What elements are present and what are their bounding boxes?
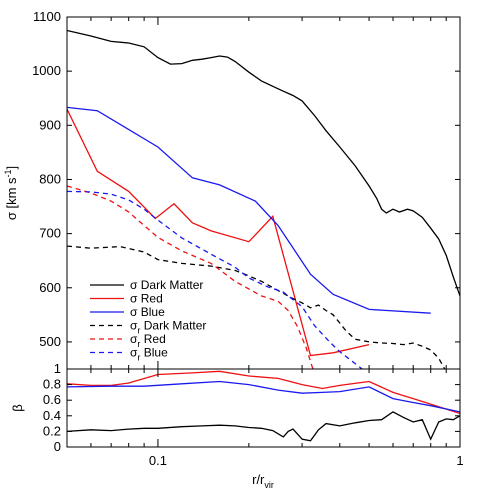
bottom-y-tick-label: 0: [54, 439, 61, 454]
top-y-tick-label: 900: [39, 117, 61, 132]
top-line-dark-matter: [67, 29, 460, 297]
bottom-plot-frame: [66, 368, 461, 448]
top-y-tick-label: 1000: [32, 63, 61, 78]
bottom-panel: 00.20.40.60.81 0.1 1 β r/rvir: [10, 361, 464, 490]
bottom-y-axis-label: β: [10, 404, 25, 411]
top-line-r-red: [67, 185, 314, 369]
bottom-x-ticks: 0.1 1: [66, 369, 464, 468]
bottom-y-tick-label: 0.2: [43, 423, 61, 438]
top-y-axis-label: σ [km s-1]: [3, 166, 19, 220]
x-axis-label-main: r/r: [252, 472, 265, 487]
top-line-r-blue: [67, 190, 364, 369]
bottom-y-tick-label: 0.8: [43, 377, 61, 392]
top-plot-frame: [66, 16, 461, 370]
x-tick-label: 0.1: [149, 453, 167, 468]
top-y-axis-label-sup: -1: [3, 169, 13, 177]
top-y-axis-label-tail: ]: [4, 166, 19, 170]
top-series-group: [67, 29, 460, 369]
top-y-axis-label-main: σ [km s: [4, 177, 19, 220]
top-y-tick-label: 500: [39, 334, 61, 349]
bottom-y-tick-label: 0.4: [43, 408, 61, 423]
bottom-y-tick-label: 0.6: [43, 392, 61, 407]
legend-label-blue: σ Blue: [130, 305, 165, 319]
top-panel: 500 600 700 800 900 1000 1100 σ [km s-1] σ Dar…: [3, 9, 461, 370]
bottom-series-group: [67, 370, 460, 442]
bottom-line-blue: [67, 380, 460, 413]
legend-label-r-blue: σr Blue: [130, 346, 168, 363]
top-x-ticks: [66, 17, 461, 369]
legend-label-r-dark-matter: σr Dark Matter: [130, 319, 206, 336]
bottom-line-dark-matter: [67, 411, 460, 442]
bottom-y-tick-label: 1: [54, 361, 61, 376]
x-axis-label-sub: vir: [264, 480, 274, 490]
top-y-ticks: 500 600 700 800 900 1000 1100: [32, 9, 460, 349]
top-line-r-dark-matter: [67, 245, 446, 369]
x-axis-label: r/rvir: [252, 472, 274, 490]
top-line-red: [67, 108, 370, 357]
bottom-line-red: [67, 370, 460, 415]
bottom-y-ticks: 00.20.40.60.81: [43, 361, 460, 454]
legend-label-dark-matter: σ Dark Matter: [130, 278, 203, 292]
top-y-tick-label: 600: [39, 280, 61, 295]
legend-label-red: σ Red: [130, 292, 163, 306]
top-y-tick-label: 1100: [33, 9, 61, 24]
top-y-tick-label: 800: [39, 171, 61, 186]
top-y-tick-label: 700: [39, 226, 61, 241]
top-line-blue: [67, 106, 431, 314]
legend-label-r-red: σr Red: [130, 332, 166, 349]
x-tick-label: 1: [456, 453, 463, 468]
